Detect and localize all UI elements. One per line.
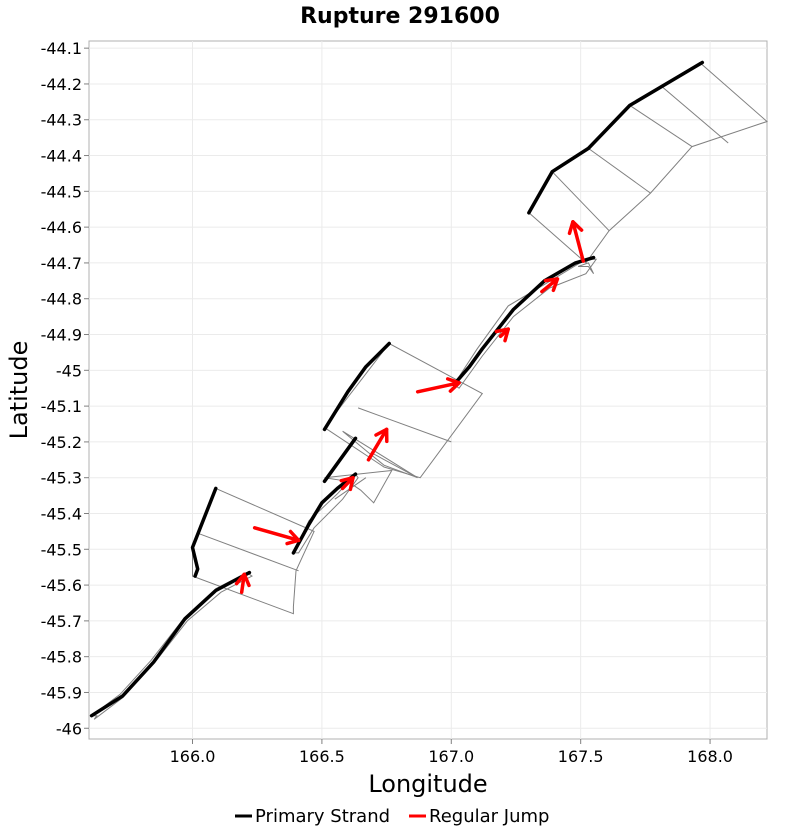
jump-arrow-head <box>543 277 560 293</box>
legend-label-primary-strand: Primary Strand <box>255 806 390 827</box>
jump-arrow <box>252 526 301 546</box>
y-tick-label: -44.2 <box>41 75 82 94</box>
fault-section-outline <box>577 262 595 274</box>
primary-strand-trace <box>291 472 358 555</box>
y-tick-label: -44.3 <box>41 111 82 130</box>
primary-strands <box>89 60 705 718</box>
y-tick-label: -45.1 <box>41 397 82 416</box>
y-tick-label: -45.8 <box>41 648 82 667</box>
primary-strand-trace <box>527 60 705 215</box>
jump-arrow-head <box>374 427 389 444</box>
jump-arrow-head <box>234 572 251 588</box>
y-tick-label: -44.4 <box>41 147 82 166</box>
y-tick-label: -45.9 <box>41 683 82 702</box>
y-tick-label: -44.9 <box>41 326 82 345</box>
fault-panel-division <box>629 104 693 148</box>
jump-arrow-shaft <box>415 381 461 394</box>
fault-section-outline <box>453 258 598 389</box>
y-tick-label: -45.7 <box>41 612 82 631</box>
x-tick-label: 167.0 <box>428 747 474 766</box>
jump-arrow-shaft <box>252 526 301 543</box>
chart-title: Rupture 291600 <box>300 4 500 29</box>
y-tick-label: -45.3 <box>41 469 82 488</box>
legend: Primary Strand Regular Jump <box>235 806 549 827</box>
y-tick-label: -45.6 <box>41 576 82 595</box>
jump-arrow <box>540 277 560 294</box>
jump-arrow <box>234 572 251 594</box>
y-tick-label: -45.5 <box>41 540 82 559</box>
fault-panel-division <box>660 85 729 144</box>
y-tick-label: -45.2 <box>41 433 82 452</box>
y-tick-label: -44.8 <box>41 290 82 309</box>
y-tick-label: -45 <box>56 361 82 380</box>
x-tick-label: 167.5 <box>558 747 604 766</box>
jump-arrow <box>494 327 510 343</box>
primary-strand-trace <box>452 255 596 387</box>
primary-strand-trace <box>190 486 218 578</box>
primary-strand-trace <box>322 341 391 432</box>
x-tick-label: 168.0 <box>687 747 733 766</box>
y-tick-label: -45.4 <box>41 504 82 523</box>
jump-arrow-shaft <box>571 220 586 263</box>
jump-arrow-head <box>285 529 301 546</box>
jump-arrow-head <box>494 327 510 343</box>
jump-arrow-shaft <box>366 427 389 462</box>
y-axis-ticks: -44.1 -44.2 -44.3 -44.4 -44.5 -44.6 -44.7 -44.8… <box>41 39 89 738</box>
jump-arrow <box>567 220 586 263</box>
x-axis-ticks: 166.0 166.5 167.0 167.5 168.0 <box>170 739 733 766</box>
fault-section-outline <box>324 342 484 479</box>
jump-arrow-head <box>445 377 461 393</box>
x-tick-label: 166.0 <box>170 747 216 766</box>
fault-panel-division <box>357 407 452 443</box>
jump-arrow <box>366 427 389 462</box>
jump-arrow-head <box>339 475 355 492</box>
primary-strand-trace <box>89 570 252 718</box>
fault-panel-division <box>370 452 418 479</box>
fault-section-outline <box>342 430 418 479</box>
jump-arrow-head <box>567 220 584 236</box>
x-axis-label: Longitude <box>368 770 487 798</box>
primary-strand-trace <box>322 436 358 484</box>
fault-panel-division <box>588 147 651 194</box>
legend-label-regular-jump: Regular Jump <box>429 806 549 827</box>
y-tick-label: -44.5 <box>41 182 82 201</box>
fault-panel-division <box>551 171 610 232</box>
jump-arrow <box>339 475 355 492</box>
fault-panel-division <box>197 532 299 572</box>
grid-lines <box>89 41 767 739</box>
y-tick-label: -46 <box>56 719 82 738</box>
jump-arrow <box>415 377 461 394</box>
jump-arrows <box>234 220 586 594</box>
y-tick-label: -44.7 <box>41 254 82 273</box>
x-tick-label: 166.5 <box>299 747 345 766</box>
y-axis-label: Latitude <box>5 341 33 440</box>
y-tick-label: -44.6 <box>41 218 82 237</box>
y-tick-label: -44.1 <box>41 39 82 58</box>
